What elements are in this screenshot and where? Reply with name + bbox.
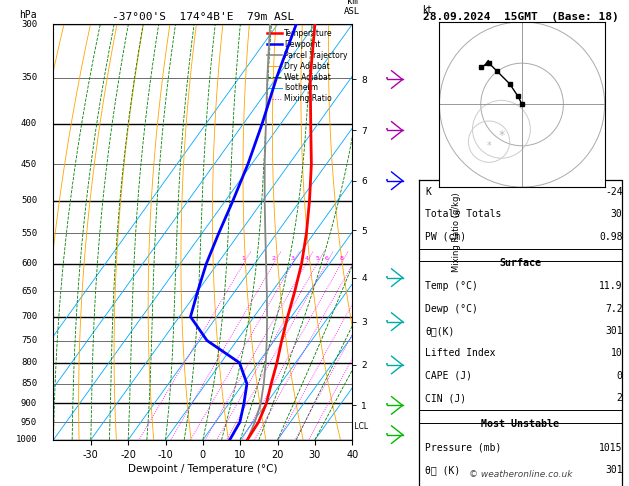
Title: -37°00'S  174°4B'E  79m ASL: -37°00'S 174°4B'E 79m ASL	[112, 12, 294, 22]
Text: kt: kt	[421, 5, 431, 15]
Text: •: •	[385, 319, 389, 325]
Text: 550: 550	[21, 229, 37, 238]
Text: CAPE (J): CAPE (J)	[425, 371, 472, 381]
Text: *: *	[498, 129, 504, 142]
Text: •: •	[385, 178, 389, 184]
Text: CIN (J): CIN (J)	[425, 393, 466, 403]
Text: K: K	[425, 187, 431, 197]
Text: -24: -24	[605, 187, 623, 197]
Text: 650: 650	[21, 287, 37, 295]
Text: 500: 500	[21, 196, 37, 205]
Text: •: •	[385, 127, 389, 134]
Text: Dewp (°C): Dewp (°C)	[425, 304, 478, 313]
Text: Surface: Surface	[499, 258, 542, 268]
Text: 3: 3	[291, 257, 294, 261]
Text: •: •	[385, 362, 389, 368]
Text: 0.98: 0.98	[599, 232, 623, 242]
Text: 400: 400	[21, 119, 37, 128]
Text: 1015: 1015	[599, 443, 623, 452]
Text: 900: 900	[21, 399, 37, 408]
Text: Lifted Index: Lifted Index	[425, 348, 496, 358]
Text: 4: 4	[304, 257, 308, 261]
Text: θᴄ(K): θᴄ(K)	[425, 326, 454, 336]
Text: 301: 301	[605, 465, 623, 475]
Text: •: •	[385, 432, 389, 437]
Text: 0: 0	[616, 371, 623, 381]
Text: *: *	[487, 141, 491, 151]
Text: 750: 750	[21, 336, 37, 345]
Text: 700: 700	[21, 312, 37, 321]
Text: 2: 2	[272, 257, 276, 261]
Text: •: •	[385, 402, 389, 408]
Text: PW (cm): PW (cm)	[425, 232, 466, 242]
Text: © weatheronline.co.uk: © weatheronline.co.uk	[469, 469, 572, 479]
Text: LCL: LCL	[352, 422, 369, 431]
Text: 11.9: 11.9	[599, 281, 623, 291]
Text: 30: 30	[611, 209, 623, 219]
Text: 5: 5	[315, 257, 319, 261]
Text: 350: 350	[21, 73, 37, 82]
Text: km
ASL: km ASL	[344, 0, 360, 16]
Text: Most Unstable: Most Unstable	[481, 419, 560, 429]
X-axis label: Dewpoint / Temperature (°C): Dewpoint / Temperature (°C)	[128, 464, 277, 474]
Text: 8: 8	[339, 257, 343, 261]
Text: 7.2: 7.2	[605, 304, 623, 313]
Text: 2: 2	[616, 393, 623, 403]
Text: 600: 600	[21, 259, 37, 268]
Text: 301: 301	[605, 326, 623, 336]
Text: Totals Totals: Totals Totals	[425, 209, 501, 219]
Text: 450: 450	[21, 160, 37, 169]
Text: 850: 850	[21, 379, 37, 388]
Text: hPa: hPa	[19, 10, 37, 20]
Text: 1000: 1000	[16, 435, 37, 444]
Text: Pressure (mb): Pressure (mb)	[425, 443, 501, 452]
Text: Mixing Ratio (g/kg): Mixing Ratio (g/kg)	[452, 192, 461, 272]
Text: •: •	[385, 76, 389, 83]
Text: 950: 950	[21, 417, 37, 427]
Text: 28.09.2024  15GMT  (Base: 18): 28.09.2024 15GMT (Base: 18)	[423, 12, 618, 22]
Text: 10: 10	[611, 348, 623, 358]
Text: 6: 6	[325, 257, 328, 261]
Text: 300: 300	[21, 20, 37, 29]
Text: 1: 1	[242, 257, 245, 261]
Text: 800: 800	[21, 358, 37, 367]
Text: Temp (°C): Temp (°C)	[425, 281, 478, 291]
Text: •: •	[385, 275, 389, 280]
Text: θᴄ (K): θᴄ (K)	[425, 465, 460, 475]
Legend: Temperature, Dewpoint, Parcel Trajectory, Dry Adiabat, Wet Adiabat, Isotherm, Mi: Temperature, Dewpoint, Parcel Trajectory…	[266, 28, 348, 104]
